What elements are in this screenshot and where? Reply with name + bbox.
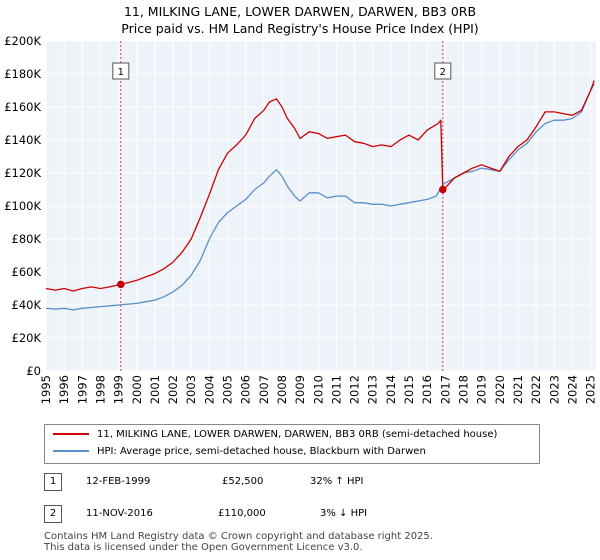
transaction-number: 1 (44, 473, 62, 491)
x-tick-label: 2004 (202, 375, 216, 404)
x-tick-label: 1996 (57, 375, 71, 404)
x-tick-label: 2015 (402, 375, 416, 404)
y-tick-label: £40K (12, 298, 42, 312)
x-tick-label: 1995 (39, 375, 53, 404)
x-tick-label: 2023 (547, 375, 561, 404)
footer-copyright: Contains HM Land Registry data © Crown c… (44, 531, 433, 542)
x-tick-label: 2005 (221, 375, 235, 404)
x-tick-label: 1998 (93, 375, 107, 404)
legend-swatch-hpi (53, 450, 89, 452)
y-tick-label: £120K (4, 166, 41, 180)
x-tick-label: 2019 (475, 375, 489, 404)
legend-swatch-property (53, 433, 89, 435)
x-tick-label: 2003 (184, 375, 198, 404)
transaction-label: 1 (118, 67, 124, 78)
transaction-label-box (112, 62, 130, 80)
y-tick-label: £200K (4, 34, 41, 48)
transaction-label-box (434, 62, 452, 80)
x-tick-label: 2024 (565, 375, 579, 404)
legend-label-property: 11, MILKING LANE, LOWER DARWEN, DARWEN, … (97, 429, 498, 440)
legend-label-hpi: HPI: Average price, semi-detached house,… (97, 446, 426, 457)
chart-subtitle: Price paid vs. HM Land Registry's House … (121, 21, 479, 36)
transaction-row: 2 11-NOV-2016 £110,000 3% ↓ HPI (44, 504, 444, 524)
x-tick-label: 2013 (366, 375, 380, 404)
x-tick-label: 2018 (456, 375, 470, 404)
x-tick-label: 2021 (511, 375, 525, 404)
footer-licence: This data is licensed under the Open Gov… (44, 542, 363, 553)
x-tick-label: 2020 (493, 375, 507, 404)
transaction-date: 11-NOV-2016 (86, 508, 153, 519)
transaction-row: 1 12-FEB-1999 £52,500 32% ↑ HPI (44, 472, 444, 492)
x-tick-label: 2010 (311, 375, 325, 404)
price-chart: £0 £20K £40K £60K £80K £100K £120K £140K £160K £1… (4, 34, 598, 404)
y-tick-label: £60K (12, 265, 42, 279)
transaction-price: £52,500 (222, 476, 264, 487)
property-price-line (45, 80, 595, 292)
x-tick-label: 2006 (239, 375, 253, 404)
y-tick-label: £160K (4, 100, 41, 114)
x-tick-label: 2025 (584, 375, 598, 404)
x-tick-label: 2016 (420, 375, 434, 404)
x-tick-label: 1997 (75, 375, 89, 404)
x-tick-label: 2014 (384, 375, 398, 404)
x-tick-label: 2001 (148, 375, 162, 404)
x-tick-label: 2007 (257, 375, 271, 404)
sale-point (116, 280, 125, 289)
transaction-hpi-diff: 3% ↓ HPI (320, 508, 368, 519)
x-tick-label: 1999 (112, 375, 126, 404)
x-tick-label: 2012 (348, 375, 362, 404)
y-tick-label: £80K (12, 232, 42, 246)
y-tick-label: £140K (4, 133, 41, 147)
x-tick-label: 2002 (166, 375, 180, 404)
y-tick-label: £100K (4, 199, 41, 213)
transaction-date: 12-FEB-1999 (86, 476, 151, 487)
x-tick-label: 2022 (529, 375, 543, 404)
x-tick-label: 2011 (329, 375, 343, 404)
transaction-price: £110,000 (218, 508, 266, 519)
y-tick-label: £0 (26, 364, 41, 378)
x-tick-label: 2017 (438, 375, 452, 404)
legend-item-hpi: HPI: Average price, semi-detached house,… (53, 444, 426, 460)
x-tick-label: 2009 (293, 375, 307, 404)
transaction-hpi-diff: 32% ↑ HPI (310, 476, 364, 487)
transaction-label: 2 (440, 67, 446, 78)
x-tick-label: 2008 (275, 375, 289, 404)
y-tick-label: £180K (4, 67, 41, 81)
legend: 11, MILKING LANE, LOWER DARWEN, DARWEN, … (44, 424, 540, 464)
x-tick-label: 2000 (130, 375, 144, 404)
y-tick-label: £20K (12, 331, 42, 345)
sale-point (438, 185, 447, 194)
legend-item-property: 11, MILKING LANE, LOWER DARWEN, DARWEN, … (53, 427, 497, 443)
transaction-number: 2 (44, 505, 62, 523)
chart-title: 11, MILKING LANE, LOWER DARWEN, DARWEN, … (123, 4, 477, 19)
